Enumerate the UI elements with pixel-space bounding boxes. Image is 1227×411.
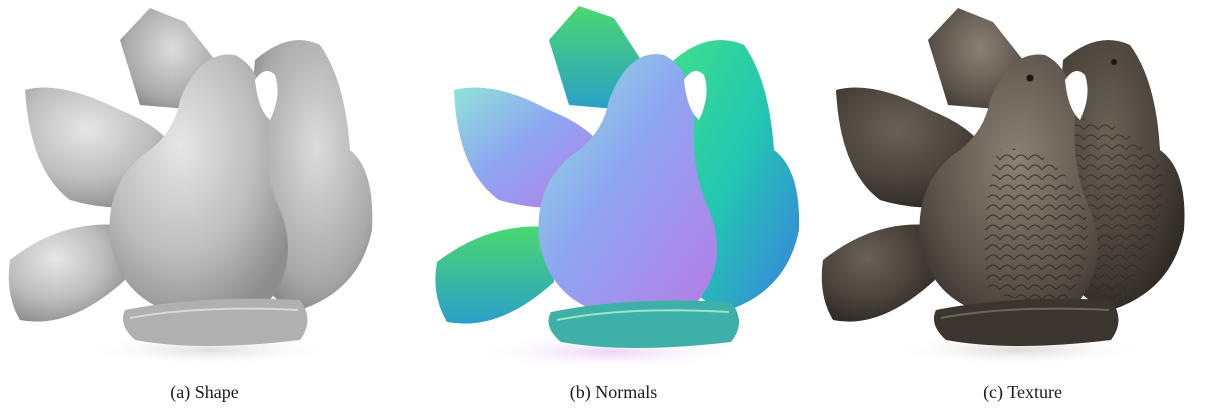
shape-render-image bbox=[8, 8, 373, 366]
normals-render-image bbox=[435, 6, 800, 370]
caption-texture: (c) Texture bbox=[983, 382, 1062, 402]
caption-normals: (b) Normals bbox=[569, 382, 658, 402]
texture-render-image bbox=[821, 8, 1185, 366]
figure-normals: (b) Normals bbox=[409, 0, 818, 411]
figure-texture: (c) Texture bbox=[818, 0, 1227, 411]
caption-shape: (a) Shape bbox=[170, 382, 239, 402]
figure-shape: (a) Shape bbox=[0, 0, 409, 411]
